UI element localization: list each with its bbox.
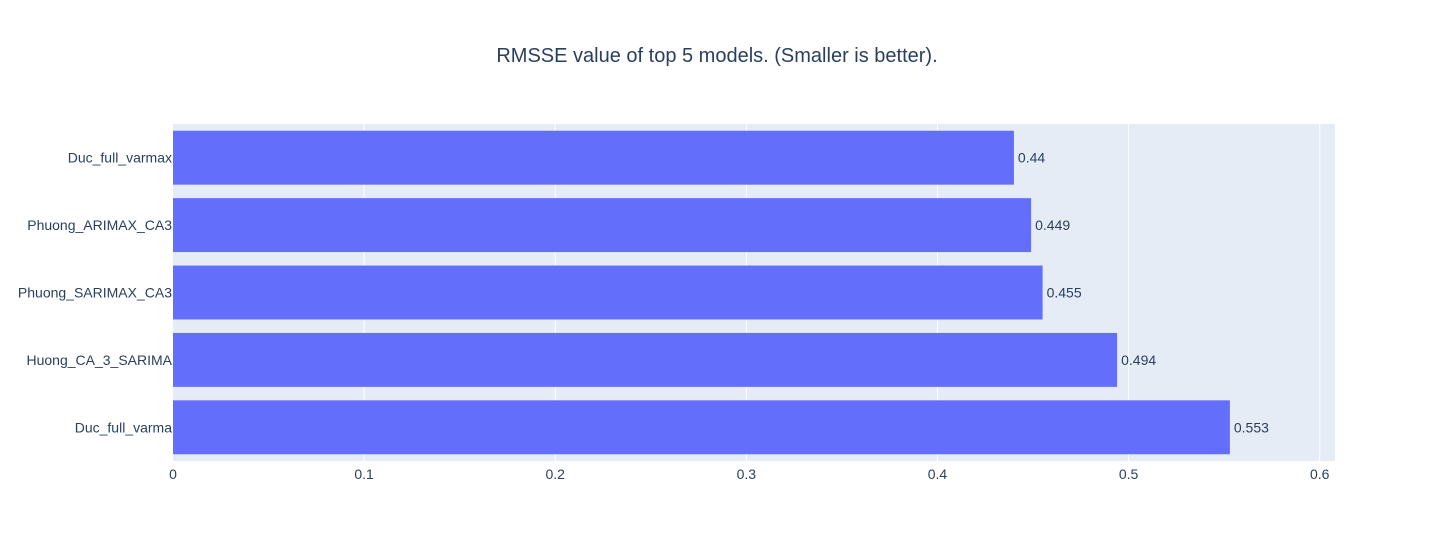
x-axis-ticks: 0 0.1 0.2 0.3 0.4 0.5 0.6	[169, 466, 1330, 482]
data-labels: 0.44 0.449 0.455 0.494 0.553	[1018, 150, 1269, 436]
bar	[173, 198, 1032, 253]
x-tick-label: 0.1	[354, 466, 374, 482]
y-tick-label: Phuong_SARIMAX_CA3	[18, 285, 172, 301]
y-tick-label: Duc_full_varma	[75, 419, 172, 435]
x-tick-label: 0.4	[928, 466, 948, 482]
bar-value-label: 0.44	[1018, 150, 1045, 166]
y-tick-label: Duc_full_varmax	[68, 150, 172, 166]
y-axis-ticks: Duc_full_varmax Phuong_ARIMAX_CA3 Phuong_S…	[18, 150, 173, 436]
bars	[173, 130, 1230, 455]
bar	[173, 400, 1230, 455]
y-tick-label: Huong_CA_3_SARIMA	[26, 352, 172, 368]
x-tick-label: 0.6	[1310, 466, 1330, 482]
y-tick-label: Phuong_ARIMAX_CA3	[27, 217, 172, 233]
bar	[173, 130, 1014, 185]
bar	[173, 332, 1118, 387]
bar-value-label: 0.455	[1047, 285, 1082, 301]
x-tick-label: 0.3	[737, 466, 757, 482]
x-tick-label: 0.2	[546, 466, 566, 482]
bar-value-label: 0.553	[1234, 419, 1269, 435]
bar-value-label: 0.449	[1035, 217, 1070, 233]
chart-title: RMSSE value of top 5 models. (Smaller is…	[496, 45, 937, 67]
x-tick-label: 0.5	[1119, 466, 1139, 482]
bar	[173, 265, 1043, 320]
x-tick-label: 0	[169, 466, 177, 482]
bar-value-label: 0.494	[1121, 352, 1156, 368]
